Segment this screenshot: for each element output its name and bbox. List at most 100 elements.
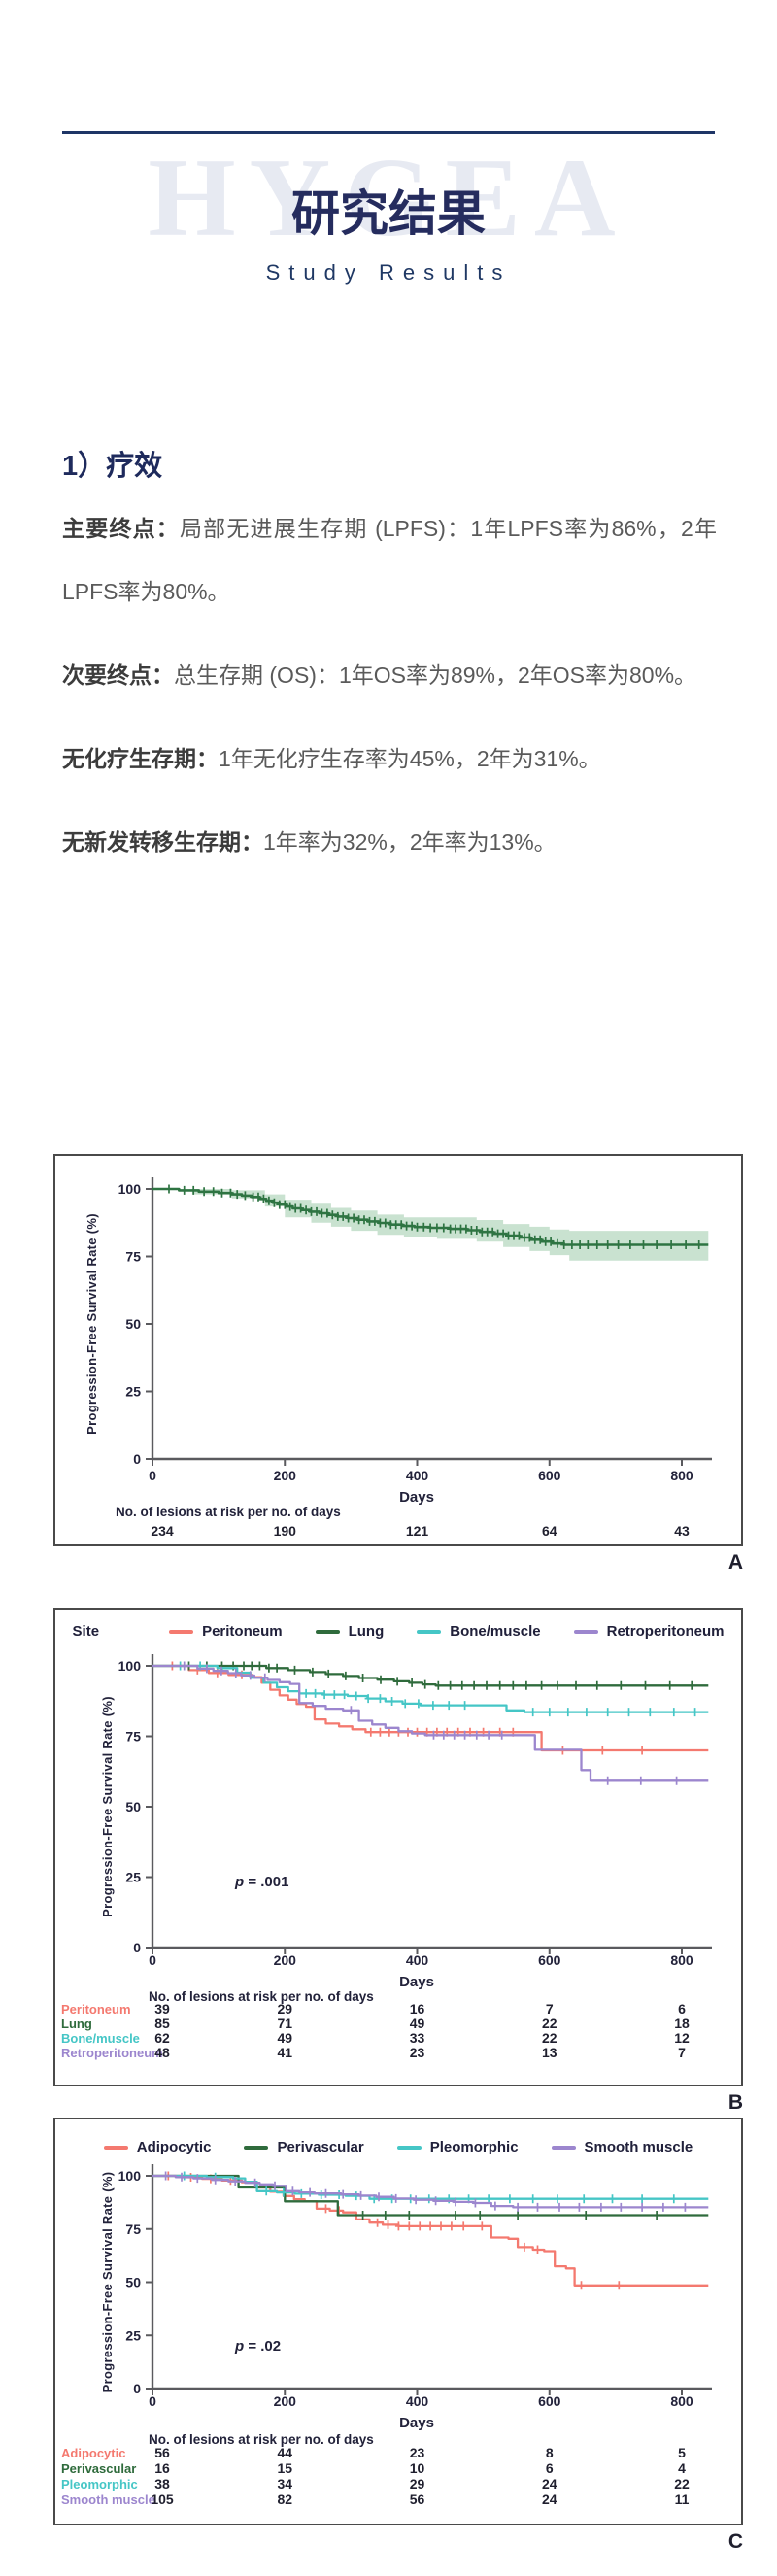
chart-b-legend: Site Peritoneum Lung Bone/muscle Retroperito… [55,1623,741,1640]
risk-row-label: Lung [61,2017,92,2031]
legend-swatch [244,2145,269,2150]
risk-count: 4 [678,2460,686,2476]
legend-item-pleomorphic: Pleomorphic [396,2139,519,2155]
censor-marks [181,2171,678,2204]
legend-swatch [396,2145,422,2150]
p-value: p = .02 [234,2338,281,2355]
legend-label: Peritoneum [202,1623,283,1640]
risk-count: 64 [542,1523,557,1539]
risk-count: 41 [277,2045,292,2060]
paragraph-chemo-free-survival: 无化疗生存期：1年无化疗生存率为45%，2年为31%。 [62,728,717,791]
legend-label: Adipocytic [136,2139,212,2155]
chart-panel-c: 0 25 50 75 100 0 200 400 600 800 Days Progression-F… [53,2118,743,2525]
p-value: p = .001 [234,1874,288,1890]
paragraph-lead: 无化疗生存期： [62,746,219,771]
risk-count: 16 [154,2460,170,2476]
paragraph-secondary-endpoint: 次要终点：总生存期 (OS)：1年OS率为89%，2年OS率为80%。 [62,644,717,707]
x-tick-label: 600 [538,1468,561,1483]
x-tick-label: 800 [670,1468,693,1483]
risk-count: 44 [277,2445,292,2460]
risk-count: 56 [154,2445,170,2460]
risk-row-label: Retroperitoneum [61,2046,163,2060]
risk-row-label: Smooth muscle [61,2492,155,2507]
legend-item-bone-muscle: Bone/muscle [417,1623,541,1640]
paragraph-lead: 主要终点： [62,516,180,541]
legend-label: Smooth muscle [584,2139,693,2155]
legend-swatch [169,1629,194,1634]
risk-count: 234 [151,1523,174,1539]
y-tick-label: 75 [125,2221,141,2237]
x-axis-title: Days [399,1489,434,1506]
risk-count: 15 [277,2460,292,2476]
risk-count: 18 [674,2016,690,2031]
chart-c-legend: Adipocytic Perivascular Pleomorphic Smooth … [55,2139,741,2155]
x-tick-label: 200 [274,2393,297,2409]
section-heading-efficacy: 1）疗效 [62,451,163,482]
risk-count: 38 [154,2476,170,2491]
x-tick-label: 400 [406,2393,429,2409]
risk-count: 13 [542,2045,557,2060]
risk-count: 23 [410,2445,425,2460]
legend-swatch [103,2145,128,2150]
legend-item-perivascular: Perivascular [244,2139,364,2155]
panel-label-a: A [727,1551,743,1574]
chart-panel-b: 0 25 50 75 100 0 200 400 600 800 Days Progression-F… [53,1608,743,2086]
legend-label: Retroperitoneum [606,1623,725,1640]
x-tick-label: 0 [149,1468,156,1483]
paragraph-text: 局部无进展生存期 (LPFS)：1年LPFS率为86%，2年LPFS率为80%。 [62,516,718,604]
y-tick-label: 0 [133,1940,141,1955]
risk-count: 24 [542,2476,557,2491]
x-tick-label: 400 [406,1952,429,1968]
risk-count: 11 [675,2491,690,2507]
y-axis-title: Progression-Free Survival Rate (%) [84,1213,99,1435]
risk-row-label: Perivascular [61,2461,136,2476]
y-tick-label: 50 [125,1799,141,1814]
risk-table-header: No. of lesions at risk per no. of days [149,1989,374,2004]
y-axis-title: Progression-Free Survival Rate (%) [100,2172,115,2393]
legend-swatch [551,2145,576,2150]
km-curve-retroperitoneum [152,1664,709,1782]
x-tick-label: 0 [149,2393,156,2409]
legend-item-adipocytic: Adipocytic [103,2139,212,2155]
paragraph-lead: 次要终点： [62,662,174,688]
legend-swatch [417,1629,442,1634]
legend-title: Site [72,1623,100,1640]
risk-count: 56 [410,2491,425,2507]
legend-swatch [315,1629,340,1634]
risk-count: 12 [674,2030,690,2046]
legend-label: Perivascular [277,2139,364,2155]
page-subtitle: Study Results [265,260,512,285]
km-curve-peritoneum [152,1664,709,1752]
x-axis-title: Days [399,2415,434,2431]
legend-label: Lung [348,1623,385,1640]
risk-count: 6 [678,2001,686,2017]
risk-count: 22 [542,2030,557,2046]
paragraph-lead: 无新发转移生存期： [62,830,263,855]
x-tick-label: 800 [670,2393,693,2409]
risk-row-label: Peritoneum [61,2002,131,2017]
censor-marks [162,2171,689,2212]
censor-marks [181,1661,681,1785]
risk-row-label: Bone/muscle [61,2031,140,2046]
legend-label: Pleomorphic [429,2139,519,2155]
x-tick-label: 800 [670,1952,693,1968]
risk-count: 34 [277,2476,292,2491]
legend-item-smooth-muscle: Smooth muscle [551,2139,693,2155]
y-axis-title: Progression-Free Survival Rate (%) [100,1696,115,1917]
risk-count: 29 [410,2476,425,2491]
km-curve-perivascular [152,2174,709,2217]
censor-marks [164,2171,623,2290]
legend-item-lung: Lung [315,1623,385,1640]
km-curve-lung [152,1664,709,1687]
risk-count: 71 [277,2016,292,2031]
header-divider [62,131,715,134]
km-chart-b: 0 25 50 75 100 0 200 400 600 800 Days Progression-F… [61,1654,712,2060]
risk-count: 85 [154,2016,170,2031]
x-tick-label: 200 [274,1468,297,1483]
risk-count: 5 [678,2445,686,2460]
risk-count: 6 [546,2460,554,2476]
efficacy-paragraphs: 主要终点：局部无进展生存期 (LPFS)：1年LPFS率为86%，2年LPFS率… [62,497,717,895]
y-tick-label: 75 [125,1249,141,1265]
risk-row-label: Adipocytic [61,2446,125,2460]
y-tick-label: 100 [118,1658,142,1674]
